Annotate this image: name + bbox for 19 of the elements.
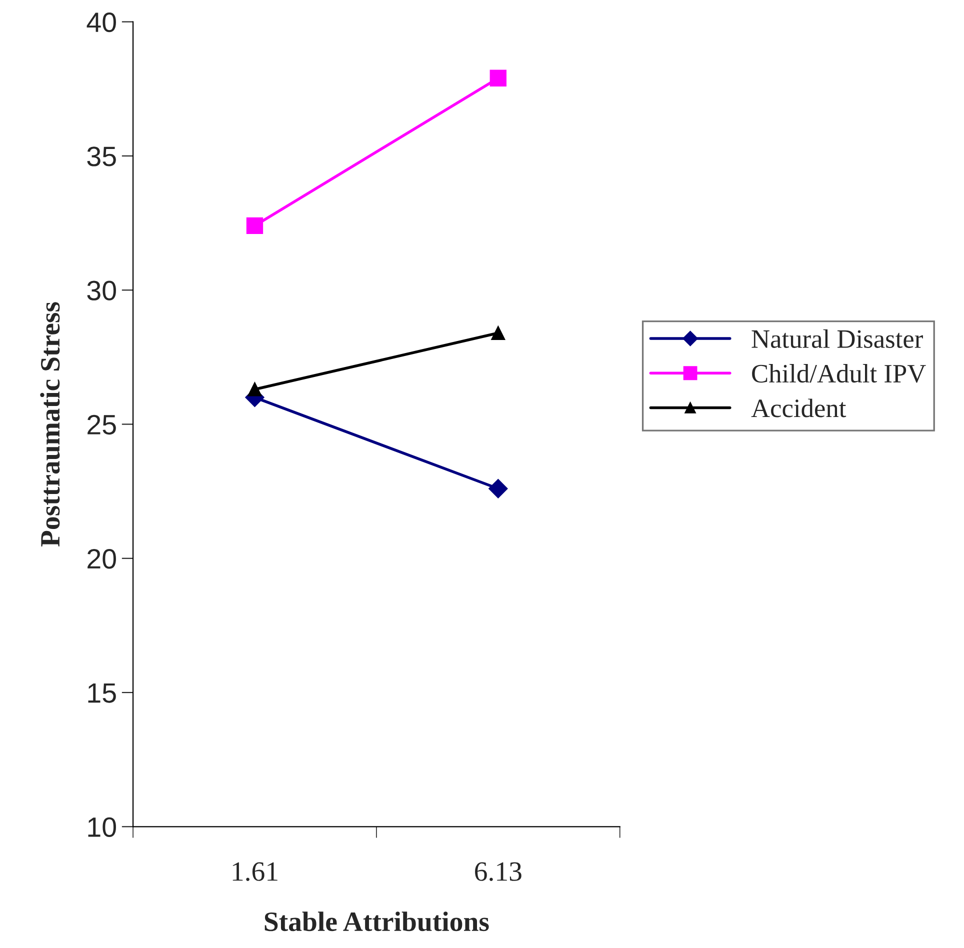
y-tick-label: 25: [88, 414, 116, 435]
y-tick-label: 35: [87, 146, 116, 166]
y-tick-label: 40: [86, 12, 116, 32]
y-tick-label: 20: [88, 549, 116, 569]
point: [488, 479, 508, 498]
y-axis-title: Posttraumatic Stress: [40, 302, 60, 547]
legend-label: Natural Disaster: [752, 329, 923, 348]
legend-label: Child/Adult IPV: [752, 364, 926, 383]
x-tick-label: 6.13: [475, 862, 522, 882]
y-tick-label: 15: [88, 683, 116, 703]
point: [490, 70, 506, 86]
x-tick-label: 1.61: [232, 862, 278, 882]
legend-label: Accident: [751, 398, 846, 418]
x-axis-title: Stable Attributions: [264, 912, 489, 932]
y-tick-label: 30: [87, 280, 116, 300]
point: [248, 382, 262, 396]
point: [246, 217, 264, 234]
y-tick-label: 10: [88, 817, 116, 837]
point: [491, 326, 506, 340]
